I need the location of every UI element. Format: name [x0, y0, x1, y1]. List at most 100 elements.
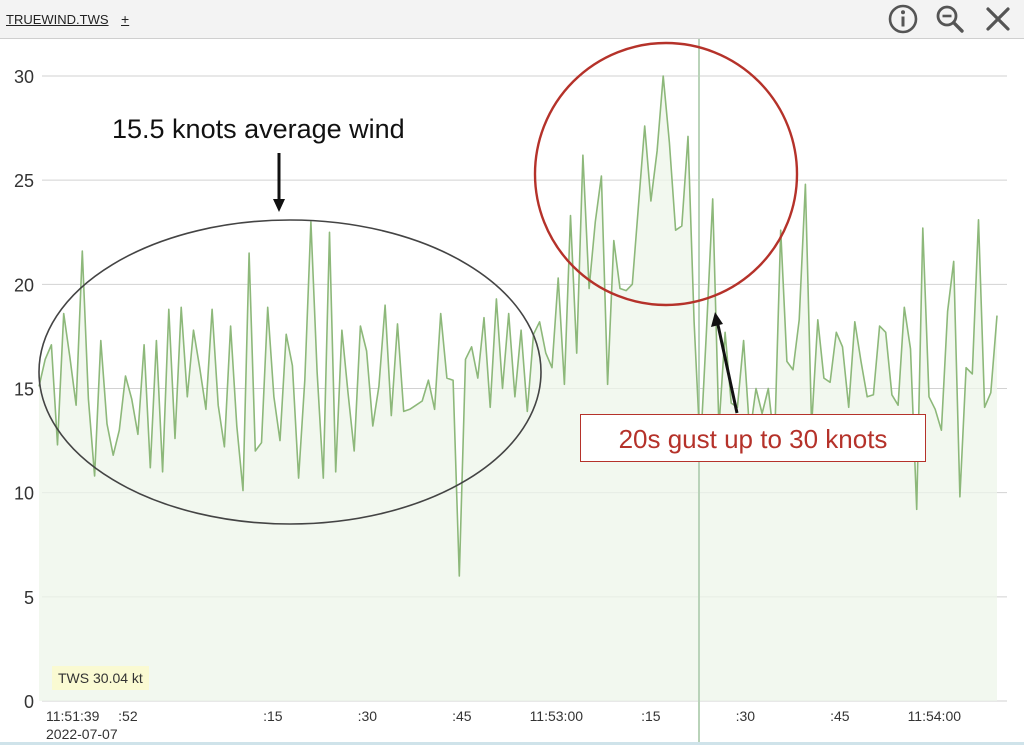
data-point — [681, 225, 683, 227]
data-point — [563, 383, 565, 385]
data-point — [582, 154, 584, 156]
data-point — [687, 135, 689, 137]
data-point — [959, 496, 961, 498]
data-point — [662, 75, 664, 77]
data-point — [885, 331, 887, 333]
data-point — [922, 227, 924, 229]
data-point — [230, 325, 232, 327]
data-point — [341, 329, 343, 331]
data-point — [947, 310, 949, 312]
data-point — [155, 340, 157, 342]
x-tick-label: :15 — [263, 708, 283, 724]
y-tick-label: 5 — [24, 588, 34, 608]
y-tick-label: 20 — [14, 275, 34, 295]
data-point — [434, 408, 436, 410]
data-point — [792, 369, 794, 371]
data-point — [495, 298, 497, 300]
data-point — [526, 410, 528, 412]
data-point — [823, 377, 825, 379]
data-point — [520, 329, 522, 331]
data-point — [953, 260, 955, 262]
data-point — [971, 373, 973, 375]
data-point — [440, 313, 442, 315]
x-tick-label: 11:53:00 — [530, 708, 584, 724]
data-point — [465, 358, 467, 360]
data-point — [236, 425, 238, 427]
series-area — [39, 76, 997, 701]
data-point — [817, 319, 819, 321]
series-line-tws — [38, 75, 998, 577]
data-point — [576, 352, 578, 354]
data-point — [347, 392, 349, 394]
x-start-time: 11:51:39 — [46, 708, 100, 724]
data-point — [254, 450, 256, 452]
data-point — [298, 477, 300, 479]
data-point — [588, 288, 590, 290]
data-point — [502, 388, 504, 390]
y-tick-label: 15 — [14, 380, 34, 400]
data-point — [854, 321, 856, 323]
data-point — [106, 423, 108, 425]
data-point — [539, 321, 541, 323]
data-point — [743, 340, 745, 342]
data-point — [619, 288, 621, 290]
data-point — [625, 290, 627, 292]
data-point — [397, 323, 399, 325]
data-point — [693, 321, 695, 323]
data-point — [990, 392, 992, 394]
data-point — [940, 429, 942, 431]
data-point — [910, 348, 912, 350]
data-point — [137, 433, 139, 435]
data-point — [471, 346, 473, 348]
data-point — [223, 446, 225, 448]
data-point — [87, 398, 89, 400]
x-tick-label: :52 — [118, 708, 138, 724]
wind-speed-chart[interactable]: 0 5 10 15 20 25 30 :52:15:30:45 11:53:00:15:30:… — [0, 39, 1024, 745]
data-point — [650, 200, 652, 202]
y-axis-labels: 0 5 10 15 20 25 30 — [14, 67, 34, 712]
zoom-out-icon[interactable] — [934, 3, 966, 35]
data-point — [675, 229, 677, 231]
close-icon[interactable] — [982, 3, 1014, 35]
data-point — [335, 471, 337, 473]
data-point — [978, 219, 980, 221]
data-point — [706, 329, 708, 331]
data-point — [261, 442, 263, 444]
data-point — [131, 398, 133, 400]
data-point — [866, 396, 868, 398]
x-tick-label: :45 — [452, 708, 472, 724]
data-point — [81, 250, 83, 252]
data-point — [712, 198, 714, 200]
data-point — [551, 367, 553, 369]
data-point — [359, 325, 361, 327]
data-point — [848, 406, 850, 408]
info-icon[interactable] — [887, 3, 919, 35]
data-point — [934, 408, 936, 410]
data-point — [69, 356, 71, 358]
y-tick-label: 0 — [24, 692, 34, 712]
data-point — [186, 396, 188, 398]
data-point — [483, 317, 485, 319]
data-point — [390, 415, 392, 417]
data-point — [452, 379, 454, 381]
tab-truewind-tws[interactable]: TRUEWIND.TWS — [6, 12, 109, 27]
data-point — [668, 142, 670, 144]
data-point — [409, 408, 411, 410]
data-point — [730, 402, 732, 404]
data-point — [168, 308, 170, 310]
data-point — [205, 408, 207, 410]
data-point — [594, 221, 596, 223]
data-point — [755, 388, 757, 390]
data-point — [557, 277, 559, 279]
data-point — [458, 575, 460, 577]
data-point — [780, 229, 782, 231]
data-point — [767, 388, 769, 390]
add-tab-button[interactable]: + — [121, 11, 130, 27]
data-point — [242, 490, 244, 492]
data-point — [638, 204, 640, 206]
data-point — [656, 150, 658, 152]
data-point — [928, 396, 930, 398]
data-point — [149, 467, 151, 469]
data-point — [378, 385, 380, 387]
x-tick-label: 11:54:00 — [908, 708, 962, 724]
